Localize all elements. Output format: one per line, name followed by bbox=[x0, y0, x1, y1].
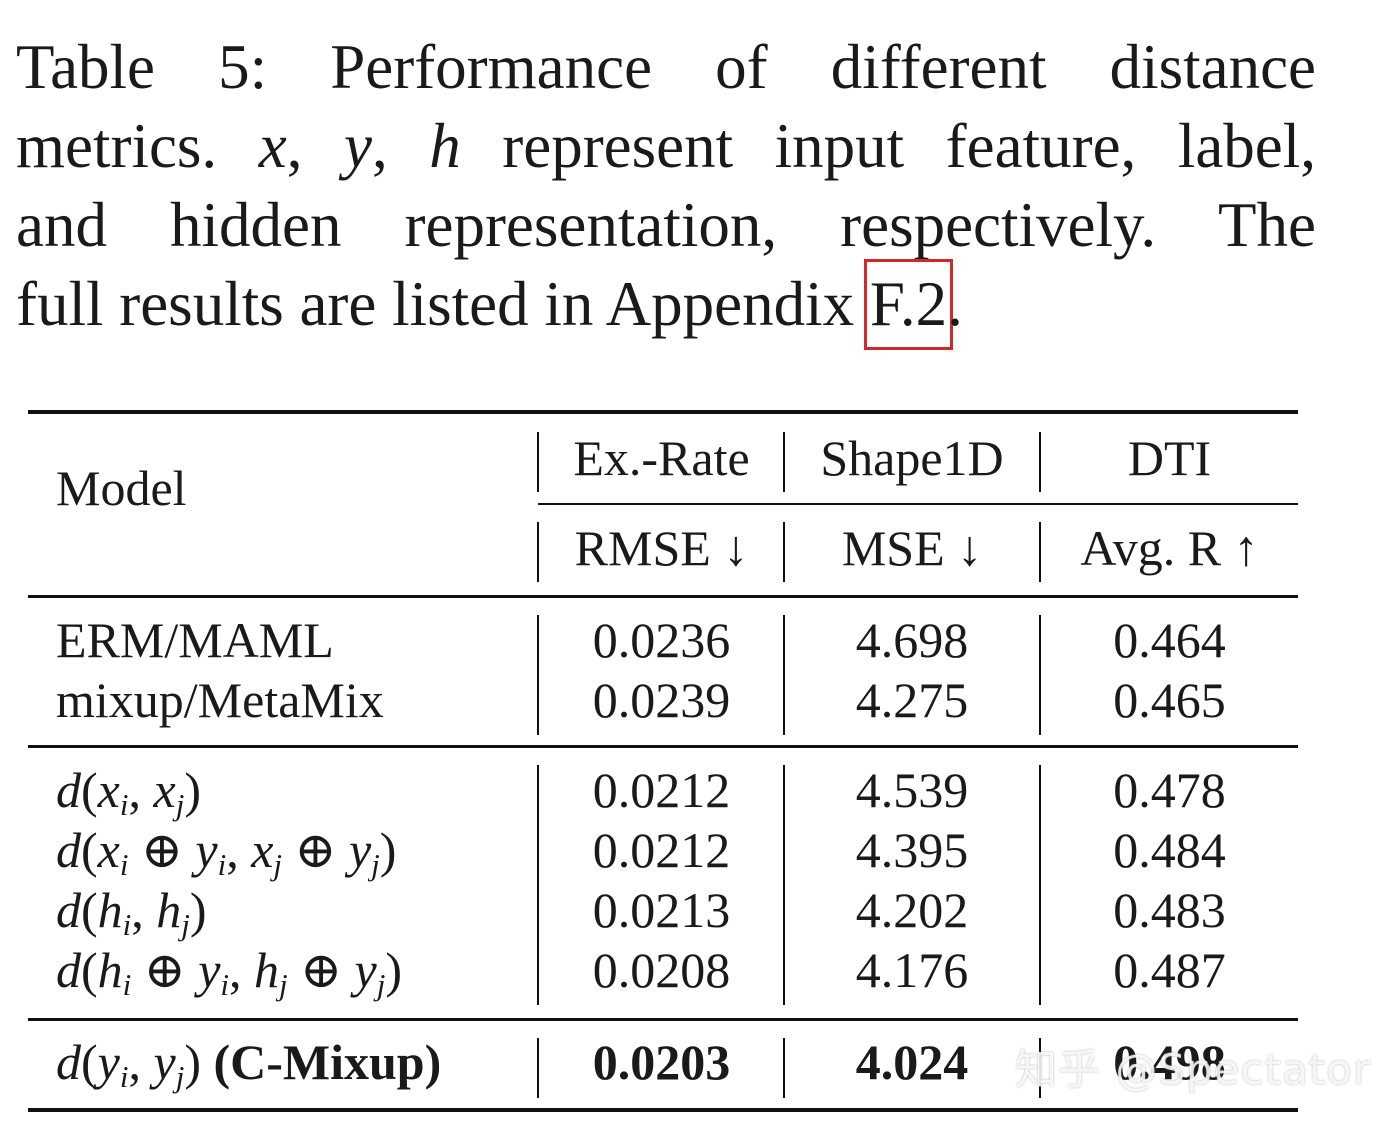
group-rule-1 bbox=[28, 745, 1298, 748]
col-separator bbox=[783, 615, 785, 735]
var-h: h bbox=[429, 111, 461, 181]
col-separator bbox=[1039, 1038, 1041, 1098]
table-cell: 4.202 bbox=[855, 882, 969, 938]
col-separator bbox=[537, 522, 539, 582]
table-row-model: mixup/MetaMix bbox=[56, 672, 384, 728]
table-cell: 0.0212 bbox=[592, 822, 731, 878]
caption-line-1: Table 5: Performance of different distan… bbox=[16, 32, 1316, 102]
table-cell: 0.0212 bbox=[592, 762, 731, 818]
table-row-model-math: d(hi ⊕ yi, hj ⊕ yj) bbox=[56, 942, 403, 1002]
table-cell: 0.465 bbox=[1113, 672, 1226, 728]
header-metric-mse: MSE ↓ bbox=[841, 520, 983, 576]
group-rule-2 bbox=[28, 1018, 1298, 1021]
header-dataset-exrate: Ex.-Rate bbox=[573, 430, 750, 486]
col-separator bbox=[537, 615, 539, 735]
table-cell: 0.0239 bbox=[592, 672, 731, 728]
header-model: Model bbox=[56, 460, 187, 516]
col-separator bbox=[537, 432, 539, 492]
table-row-model-math: d(xi, xj) bbox=[56, 762, 201, 822]
table-cell: 4.539 bbox=[855, 762, 969, 818]
col-separator bbox=[537, 765, 539, 1005]
table-caption: Table 5: Performance of different distan… bbox=[16, 28, 1316, 350]
table-cell-best: 0.498 bbox=[1113, 1034, 1226, 1090]
table-cell: 0.0236 bbox=[592, 612, 731, 668]
col-separator bbox=[783, 765, 785, 1005]
col-separator bbox=[783, 522, 785, 582]
caption-line-2: metrics. x, y, h represent input feature… bbox=[16, 111, 1316, 181]
table-row-model-math: d(yi, yj) bbox=[56, 1034, 201, 1094]
col-separator bbox=[1039, 522, 1041, 582]
table-cell: 0.478 bbox=[1113, 762, 1226, 818]
table-cell: 0.483 bbox=[1113, 882, 1226, 938]
table-top-rule bbox=[28, 410, 1298, 414]
table-cell-best: 0.0203 bbox=[592, 1034, 731, 1090]
caption-line-3: and hidden representation, respectively.… bbox=[16, 190, 1316, 260]
table-row-model-math: d(xi ⊕ yi, xj ⊕ yj) bbox=[56, 822, 397, 882]
var-y: y bbox=[343, 111, 372, 181]
header-bottom-rule bbox=[28, 595, 1298, 598]
col-separator bbox=[783, 432, 785, 492]
watermark: 知乎 @Spectator bbox=[1015, 1045, 1372, 1094]
col-separator bbox=[1039, 765, 1041, 1005]
header-mid-rule bbox=[538, 503, 1298, 505]
table-cell: 4.176 bbox=[855, 942, 969, 998]
table-cell: 0.0213 bbox=[592, 882, 731, 938]
table-cell: 0.487 bbox=[1113, 942, 1226, 998]
table-cell-best: 4.024 bbox=[855, 1034, 969, 1090]
table-cell: 0.0208 bbox=[592, 942, 731, 998]
col-separator bbox=[1039, 615, 1041, 735]
table-cell: 4.698 bbox=[855, 612, 969, 668]
col-separator bbox=[1039, 432, 1041, 492]
header-dataset-shape1d: Shape1D bbox=[820, 430, 1004, 486]
caption-line-4: full results are listed in Appendix F.2. bbox=[16, 259, 1316, 350]
table-cell: 0.484 bbox=[1113, 822, 1226, 878]
table-row-model: ERM/MAML bbox=[56, 612, 334, 668]
table-cell: 4.275 bbox=[855, 672, 969, 728]
appendix-link[interactable]: F.2 bbox=[863, 259, 954, 350]
col-separator bbox=[783, 1038, 785, 1098]
var-x: x bbox=[258, 111, 287, 181]
table-cell: 0.464 bbox=[1113, 612, 1226, 668]
table-cell: 4.395 bbox=[855, 822, 969, 878]
header-metric-rmse: RMSE ↓ bbox=[574, 520, 749, 576]
table-row-cmixup: d(yi, yj) (C-Mixup) bbox=[56, 1032, 441, 1107]
col-separator bbox=[537, 1038, 539, 1098]
table-bottom-rule bbox=[28, 1108, 1298, 1112]
header-metric-avg-r: Avg. R ↑ bbox=[1080, 520, 1259, 576]
header-dataset-dti: DTI bbox=[1127, 430, 1212, 486]
cmixup-label: (C-Mixup) bbox=[213, 1034, 442, 1090]
table-row-model-math: d(hi, hj) bbox=[56, 882, 207, 942]
